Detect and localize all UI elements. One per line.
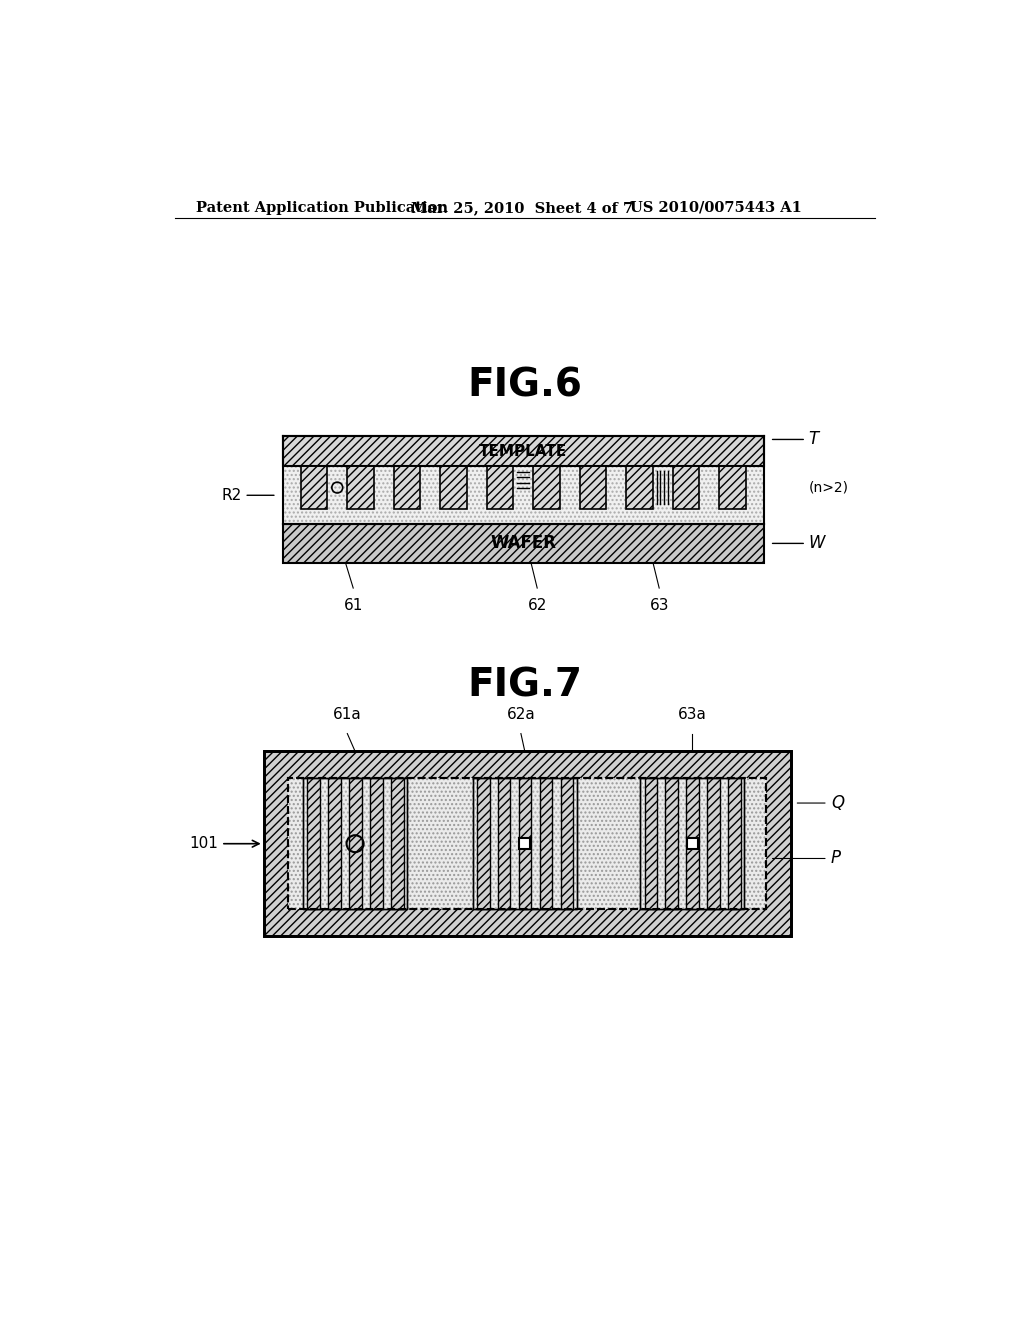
Text: 62a: 62a bbox=[507, 708, 536, 722]
Bar bbox=[498, 779, 510, 909]
Bar bbox=[687, 838, 697, 849]
Text: TEMPLATE: TEMPLATE bbox=[479, 444, 567, 458]
Bar bbox=[283, 436, 764, 466]
Bar bbox=[708, 779, 720, 909]
Bar bbox=[627, 466, 652, 508]
Bar bbox=[728, 779, 740, 909]
Bar bbox=[394, 466, 420, 508]
Bar bbox=[561, 779, 573, 909]
Bar bbox=[283, 524, 764, 562]
Bar bbox=[473, 779, 577, 909]
Bar bbox=[666, 779, 678, 909]
Bar bbox=[673, 466, 699, 508]
Text: Patent Application Publication: Patent Application Publication bbox=[197, 201, 449, 215]
Bar bbox=[540, 779, 552, 909]
Bar bbox=[486, 466, 513, 508]
Bar bbox=[644, 779, 657, 909]
Bar bbox=[394, 466, 420, 508]
Bar bbox=[561, 779, 573, 909]
Text: 62: 62 bbox=[527, 598, 547, 612]
Bar bbox=[719, 466, 745, 508]
Bar bbox=[627, 466, 652, 508]
Bar bbox=[640, 779, 744, 909]
Bar bbox=[283, 466, 764, 524]
Bar bbox=[303, 779, 407, 909]
Bar bbox=[289, 779, 766, 909]
Bar bbox=[391, 779, 403, 909]
Bar bbox=[263, 751, 791, 936]
Text: 63a: 63a bbox=[678, 708, 707, 722]
Bar bbox=[519, 838, 530, 849]
Bar bbox=[349, 779, 361, 909]
Text: Q: Q bbox=[830, 795, 844, 812]
Text: Mar. 25, 2010  Sheet 4 of 7: Mar. 25, 2010 Sheet 4 of 7 bbox=[411, 201, 633, 215]
Bar bbox=[307, 779, 319, 909]
Bar bbox=[301, 466, 328, 508]
Text: WAFER: WAFER bbox=[490, 535, 556, 552]
Bar bbox=[486, 466, 513, 508]
Text: P: P bbox=[830, 850, 841, 867]
Text: W: W bbox=[809, 535, 825, 552]
Bar bbox=[477, 779, 489, 909]
Bar bbox=[473, 779, 577, 909]
Bar bbox=[263, 751, 791, 936]
Bar bbox=[686, 779, 698, 909]
Bar bbox=[728, 779, 740, 909]
Bar bbox=[301, 466, 328, 508]
Bar bbox=[666, 779, 678, 909]
Bar bbox=[708, 779, 720, 909]
Bar bbox=[263, 751, 791, 936]
Text: US 2010/0075443 A1: US 2010/0075443 A1 bbox=[630, 201, 802, 215]
Bar bbox=[329, 779, 341, 909]
Bar bbox=[644, 779, 657, 909]
Bar bbox=[283, 524, 764, 562]
Bar bbox=[283, 466, 764, 524]
Bar bbox=[440, 466, 467, 508]
Text: 63: 63 bbox=[649, 598, 669, 612]
Bar bbox=[686, 779, 698, 909]
Bar bbox=[519, 779, 531, 909]
Text: FIG.6: FIG.6 bbox=[467, 367, 583, 404]
Bar bbox=[283, 436, 764, 466]
Bar bbox=[534, 466, 560, 508]
Bar bbox=[289, 779, 766, 909]
Bar bbox=[519, 779, 531, 909]
Bar bbox=[673, 466, 699, 508]
Text: (n>2): (n>2) bbox=[809, 480, 849, 495]
Bar bbox=[289, 779, 766, 909]
Bar bbox=[477, 779, 489, 909]
Text: R2: R2 bbox=[221, 488, 242, 503]
Bar bbox=[498, 779, 510, 909]
Bar bbox=[391, 779, 403, 909]
Bar bbox=[540, 779, 552, 909]
Bar bbox=[329, 779, 341, 909]
Bar bbox=[307, 779, 319, 909]
Text: T: T bbox=[809, 430, 818, 449]
Text: FIG.7: FIG.7 bbox=[467, 667, 583, 705]
Bar bbox=[640, 779, 744, 909]
Text: 61: 61 bbox=[343, 598, 362, 612]
Bar bbox=[440, 466, 467, 508]
Bar bbox=[580, 466, 606, 508]
Bar bbox=[349, 779, 361, 909]
Bar bbox=[580, 466, 606, 508]
Bar bbox=[347, 466, 374, 508]
Text: 101: 101 bbox=[189, 836, 219, 851]
Bar bbox=[371, 779, 383, 909]
Bar bbox=[371, 779, 383, 909]
Text: 61a: 61a bbox=[333, 708, 361, 722]
Bar bbox=[347, 466, 374, 508]
Bar bbox=[719, 466, 745, 508]
Bar bbox=[303, 779, 407, 909]
Bar bbox=[534, 466, 560, 508]
